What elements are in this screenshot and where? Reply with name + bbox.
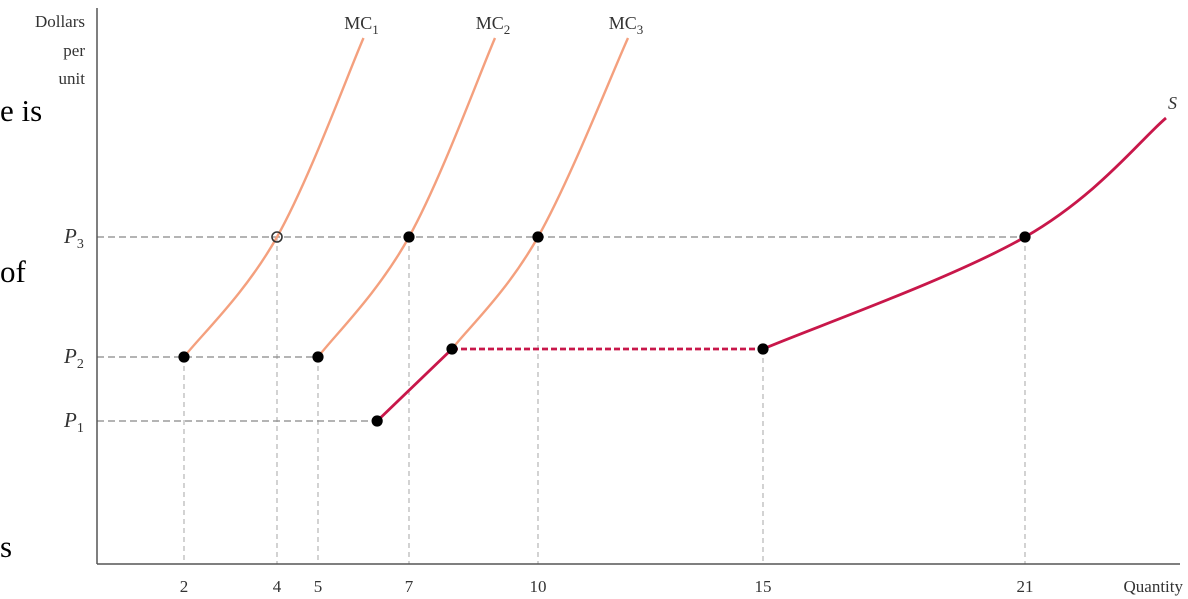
y-tick-p3: P3 <box>63 224 84 252</box>
curve-labels: MC1 MC2 MC3 S <box>344 13 1177 113</box>
text-fragment-2: of <box>0 254 27 289</box>
text-fragment-3: s <box>0 529 12 564</box>
x-tick-21: 21 <box>1017 577 1034 596</box>
x-tick-7: 7 <box>405 577 414 596</box>
point-6.3-1 <box>371 415 383 427</box>
point-2-2 <box>178 351 190 363</box>
curve-mc1 <box>183 37 365 358</box>
curve-mc3 <box>451 37 630 350</box>
text-fragment-1: e is <box>0 93 42 128</box>
point-5-2 <box>312 351 324 363</box>
curve-label-mc1: MC1 <box>344 13 379 37</box>
y-axis-label-line-1: Dollars <box>35 12 85 31</box>
supply-segment-1 <box>376 347 453 423</box>
y-tick-p2: P2 <box>63 344 84 372</box>
x-tick-2: 2 <box>180 577 189 596</box>
point-8-2.05 <box>446 343 458 355</box>
tick-labels: 2 4 5 7 10 15 21 P1 P2 P3 <box>63 224 1034 596</box>
guide-lines <box>97 236 1026 564</box>
curve-label-supply: S <box>1168 93 1177 113</box>
point-15-2.05 <box>757 343 769 355</box>
x-tick-4: 4 <box>273 577 282 596</box>
curve-label-mc2: MC2 <box>476 13 511 37</box>
x-tick-5: 5 <box>314 577 323 596</box>
y-axis-label-line-2: per <box>63 41 85 60</box>
point-7-3 <box>403 231 415 243</box>
x-tick-10: 10 <box>530 577 547 596</box>
curves <box>183 37 1167 423</box>
curve-label-mc3: MC3 <box>609 13 644 37</box>
supply-segment-3 <box>762 116 1167 351</box>
y-tick-p1: P1 <box>63 408 84 436</box>
y-axis-label-line-3: unit <box>59 69 86 88</box>
x-tick-15: 15 <box>755 577 772 596</box>
x-axis-label: Quantity <box>1124 577 1184 596</box>
open-point-4-3 <box>271 231 283 243</box>
point-21-3 <box>1019 231 1031 243</box>
point-10-3 <box>532 231 544 243</box>
points <box>178 231 1031 427</box>
